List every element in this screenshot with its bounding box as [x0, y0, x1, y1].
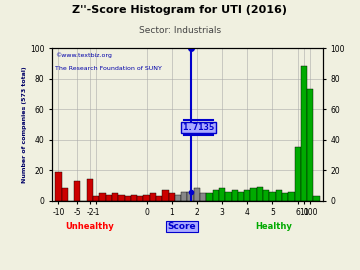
Bar	[74, 181, 80, 201]
Text: Sector: Industrials: Sector: Industrials	[139, 26, 221, 35]
Bar	[168, 193, 175, 201]
Text: ©www.textbiz.org: ©www.textbiz.org	[55, 53, 112, 58]
Bar	[105, 195, 112, 201]
Bar	[225, 191, 231, 201]
Text: Unhealthy: Unhealthy	[66, 222, 114, 231]
Bar	[125, 196, 131, 201]
Bar	[150, 193, 156, 201]
Bar	[118, 195, 125, 201]
Text: 1.7135: 1.7135	[182, 123, 214, 132]
Bar	[282, 193, 288, 201]
Bar	[294, 147, 301, 201]
Bar	[206, 193, 213, 201]
Y-axis label: Number of companies (573 total): Number of companies (573 total)	[22, 66, 27, 183]
Bar	[238, 191, 244, 201]
Bar	[93, 196, 99, 201]
Bar	[131, 195, 137, 201]
Bar	[263, 190, 269, 201]
Bar	[269, 191, 276, 201]
Bar	[87, 179, 93, 201]
Bar	[244, 190, 251, 201]
Bar	[112, 193, 118, 201]
Bar	[276, 190, 282, 201]
Bar	[143, 195, 150, 201]
Bar	[231, 190, 238, 201]
Bar	[99, 193, 105, 201]
Bar	[213, 190, 219, 201]
Bar	[175, 195, 181, 201]
Bar	[181, 191, 188, 201]
Bar	[156, 196, 162, 201]
Bar	[251, 188, 257, 201]
Bar	[200, 193, 206, 201]
Bar	[288, 191, 294, 201]
Bar	[62, 188, 68, 201]
Bar	[194, 188, 200, 201]
Bar	[257, 187, 263, 201]
Bar	[188, 191, 194, 201]
Bar	[219, 188, 225, 201]
Bar	[314, 196, 320, 201]
Bar	[162, 190, 168, 201]
Bar	[307, 89, 314, 201]
Text: Score: Score	[168, 222, 197, 231]
Text: Healthy: Healthy	[256, 222, 293, 231]
Bar	[301, 66, 307, 201]
Bar	[55, 172, 62, 201]
Text: Z''-Score Histogram for UTI (2016): Z''-Score Histogram for UTI (2016)	[72, 5, 288, 15]
Bar	[137, 196, 143, 201]
Text: The Research Foundation of SUNY: The Research Foundation of SUNY	[55, 66, 162, 72]
